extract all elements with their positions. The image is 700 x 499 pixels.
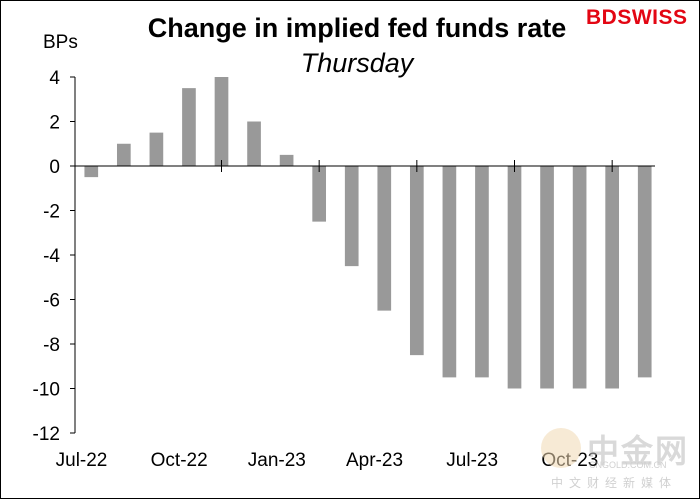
chart-subtitle: Thursday xyxy=(300,48,414,78)
watermark-logo-icon xyxy=(541,428,581,468)
y-tick-label: -6 xyxy=(43,291,60,312)
bar xyxy=(540,166,554,389)
y-tick-label: -10 xyxy=(33,380,60,401)
bar xyxy=(377,166,392,311)
watermark-url: CNGOLD.COM.CN xyxy=(589,460,667,470)
watermark-sub: 中文财经新媒体 xyxy=(551,476,678,490)
bar xyxy=(344,166,359,267)
bar xyxy=(182,88,196,166)
chart-title: Change in implied fed funds rate xyxy=(147,13,567,43)
bar xyxy=(572,166,587,389)
bar xyxy=(605,166,620,389)
bar xyxy=(214,77,229,166)
x-tick-label: Apr-23 xyxy=(346,450,403,471)
logo-part-2: SWISS xyxy=(617,6,688,29)
brand-logo: BDSWISS xyxy=(586,6,688,30)
y-tick-label: -12 xyxy=(33,424,60,445)
watermark: 中金网 CNGOLD.COM.CN 中文财经新媒体 xyxy=(541,426,691,491)
y-tick-label: 4 xyxy=(49,68,60,89)
bar xyxy=(442,166,457,378)
bar xyxy=(637,166,652,378)
y-tick-label: -2 xyxy=(43,202,60,223)
bar xyxy=(279,154,294,166)
y-tick-label: 0 xyxy=(49,157,60,178)
y-tick-label: -4 xyxy=(43,246,60,267)
bar xyxy=(149,132,164,166)
y-tick-label: 2 xyxy=(49,113,60,134)
y-axis-label: BPs xyxy=(43,32,78,53)
bar xyxy=(116,143,131,166)
y-tick-label: -8 xyxy=(43,335,60,356)
bar xyxy=(312,166,327,222)
x-tick-label: Jul-23 xyxy=(446,450,498,471)
bar xyxy=(475,166,489,378)
watermark-chinese: 中金网 xyxy=(587,432,690,470)
bar xyxy=(409,166,424,356)
bar xyxy=(247,121,261,166)
logo-part-1: BD xyxy=(586,6,618,29)
x-tick-label: Oct-22 xyxy=(151,450,208,471)
x-tick-label: Jan-23 xyxy=(248,450,306,471)
bar xyxy=(507,166,522,389)
x-tick-label: Jul-22 xyxy=(56,450,108,471)
bar xyxy=(84,166,99,178)
